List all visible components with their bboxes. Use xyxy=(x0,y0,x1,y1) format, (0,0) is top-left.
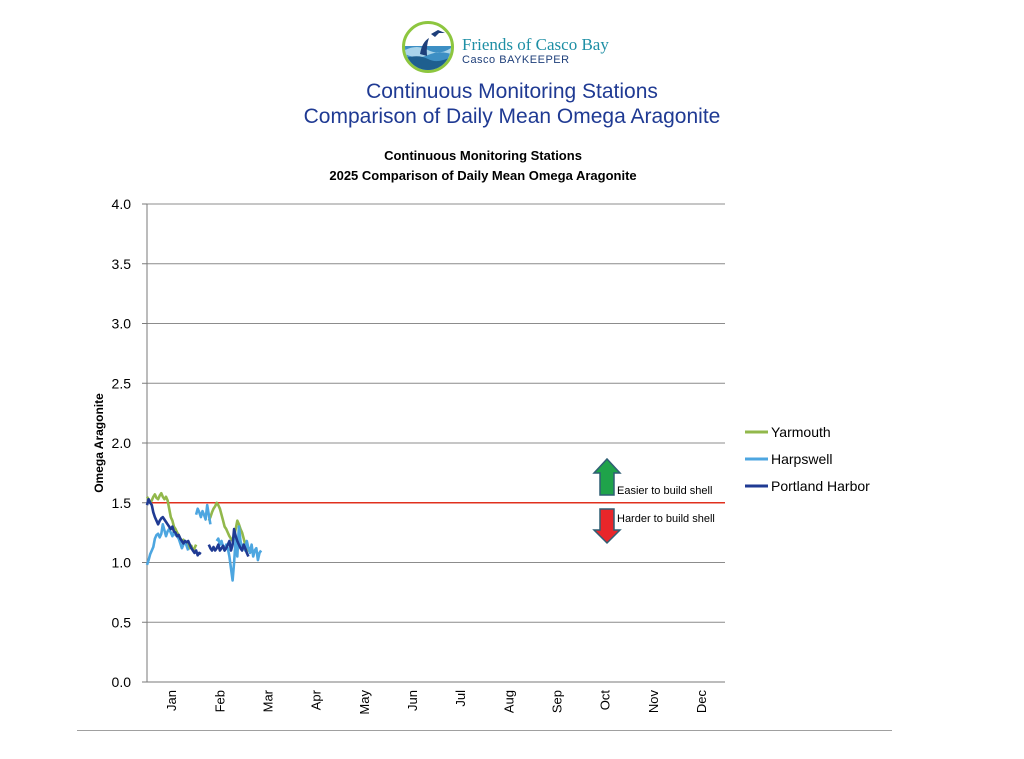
y-tick-label: 3.0 xyxy=(112,316,132,332)
logo-org-subtitle: Casco BAYKEEPER xyxy=(462,54,570,66)
bottom-divider xyxy=(77,730,892,731)
x-tick-label: Jul xyxy=(453,690,468,707)
y-tick-label: 0.5 xyxy=(112,614,132,630)
y-tick-label: 1.0 xyxy=(112,555,132,571)
series-line-harpswell xyxy=(194,503,212,525)
x-tick-label: Nov xyxy=(646,690,661,714)
page-title-line1: Continuous Monitoring Stations xyxy=(366,80,658,103)
chart-title-line1: Continuous Monitoring Stations xyxy=(384,148,582,163)
series-line-portland-harbor xyxy=(207,527,250,558)
x-tick-label: Feb xyxy=(212,690,227,712)
series-line-portland-harbor xyxy=(145,497,202,557)
x-tick-label: Jan xyxy=(164,690,179,711)
series-line-yarmouth xyxy=(207,501,253,554)
legend-label-portland-harbor: Portland Harbor xyxy=(771,478,870,494)
series-line-yarmouth xyxy=(145,491,198,552)
friends-of-casco-bay-logo: Friends of Casco Bay Casco BAYKEEPER xyxy=(402,21,642,81)
y-tick-label: 0.0 xyxy=(112,674,132,690)
y-tick-label: 1.5 xyxy=(112,495,132,511)
up-arrow-icon xyxy=(592,457,622,496)
axes: 0.0 0.5 1.0 1.5 2.0 2.5 3.0 3.5 4.0 Jan Feb Mar Apr M… xyxy=(92,196,725,715)
series-lines xyxy=(145,491,725,582)
annotations: Easier to build shell Harder to build she… xyxy=(592,457,715,545)
x-tick-label: Mar xyxy=(260,689,275,712)
down-arrow-icon xyxy=(592,508,622,545)
x-tick-label: May xyxy=(357,690,372,715)
annotation-easier: Easier to build shell xyxy=(617,485,712,497)
annotation-harder: Harder to build shell xyxy=(617,513,715,525)
y-tick-label: 2.5 xyxy=(112,375,132,391)
x-tick-label: Apr xyxy=(309,689,324,710)
x-tick-label: Oct xyxy=(598,690,613,711)
series-line-harpswell xyxy=(215,525,263,582)
y-axis-label: Omega Aragonite xyxy=(92,393,106,493)
chart-title-line2: 2025 Comparison of Daily Mean Omega Arag… xyxy=(329,168,637,183)
legend-label-yarmouth: Yarmouth xyxy=(771,424,831,440)
x-tick-label: Dec xyxy=(694,690,709,714)
y-tick-label: 2.0 xyxy=(112,435,132,451)
x-tick-label: Aug xyxy=(501,690,516,713)
x-tick-label: Sep xyxy=(549,690,564,713)
x-tick-label: Jun xyxy=(405,690,420,711)
y-tick-label: 4.0 xyxy=(112,196,132,212)
logo-org-name: Friends of Casco Bay xyxy=(462,35,609,54)
logo-emblem-icon xyxy=(402,21,454,73)
legend: Yarmouth Harpswell Portland Harbor xyxy=(745,424,870,494)
series-line-harpswell xyxy=(145,522,190,566)
legend-label-harpswell: Harpswell xyxy=(771,451,832,467)
y-tick-label: 3.5 xyxy=(112,256,132,272)
page-title-line2: Comparison of Daily Mean Omega Aragonite xyxy=(303,105,721,128)
